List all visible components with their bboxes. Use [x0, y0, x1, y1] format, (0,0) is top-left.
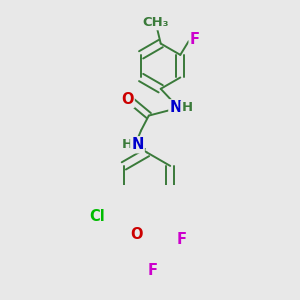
Text: O: O	[121, 92, 134, 107]
Text: H: H	[122, 138, 133, 151]
Text: Cl: Cl	[90, 209, 106, 224]
Text: F: F	[148, 263, 158, 278]
Text: CH₃: CH₃	[143, 16, 169, 29]
Text: N: N	[169, 100, 182, 116]
Text: F: F	[177, 232, 187, 247]
Text: O: O	[131, 227, 143, 242]
Text: H: H	[181, 101, 193, 114]
Text: N: N	[131, 137, 144, 152]
Text: F: F	[190, 32, 200, 47]
